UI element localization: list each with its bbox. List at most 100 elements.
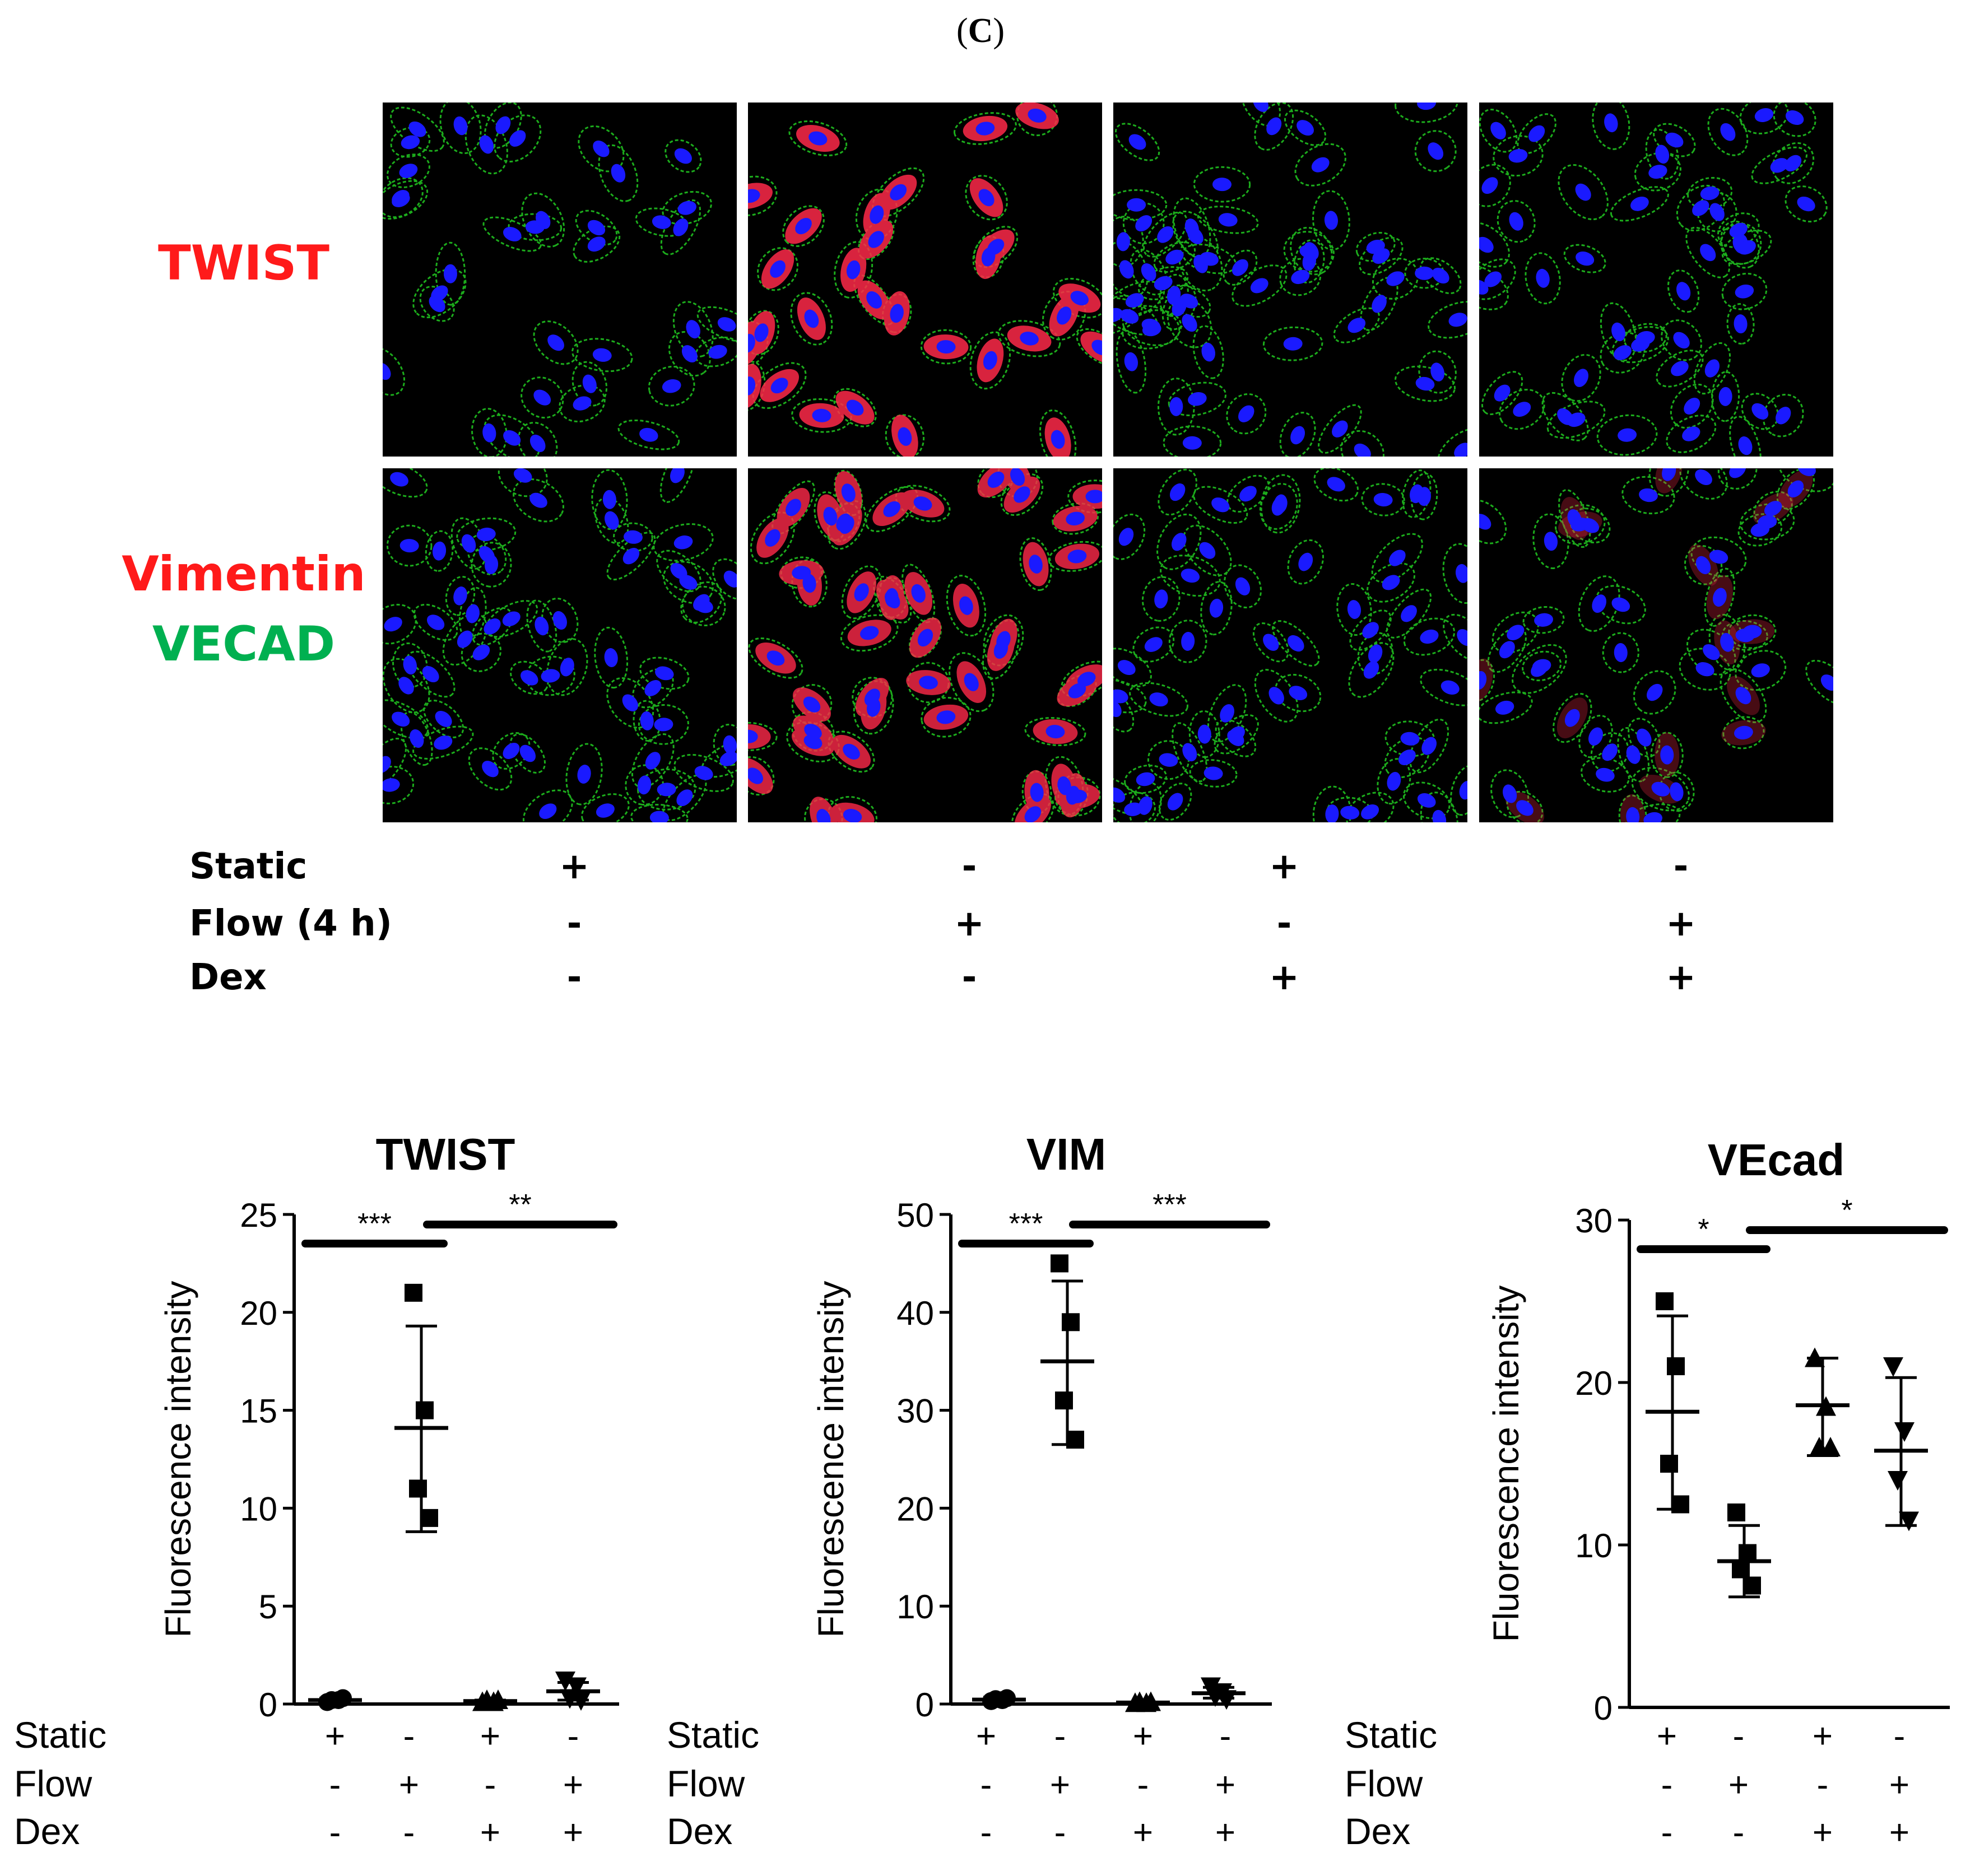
chart-condition-flow-col-2: + [399,1766,419,1804]
chart-condition-dex-col-4: + [1889,1813,1909,1852]
condition-flow-col-3: - [1276,903,1292,944]
significance-label: * [1841,1194,1852,1227]
chart-title: TWIST [376,1129,515,1179]
y-tick-label: 20 [1575,1365,1613,1402]
chart-condition-static-col-4: - [568,1717,579,1756]
chart-condition-label-dex: Dex [1345,1810,1410,1852]
chart-condition-flow-col-4: + [563,1766,583,1804]
chart-condition-static-col-2: - [1054,1717,1066,1756]
micrograph-vimentin-col-4 [1479,468,1833,822]
data-point [1816,1396,1836,1416]
chart-condition-dex-col-2: - [1054,1813,1066,1852]
chart-3: VEcad 0 10 20 30 Fluorescence intensity * * Stat… [1345,1135,1950,1852]
data-point [1743,1576,1761,1595]
data-point [488,1689,508,1710]
data-point [1141,1691,1161,1711]
condition-flow-col-4: + [1666,903,1696,944]
data-point [555,1672,575,1692]
data-point [1805,1347,1825,1367]
chart-condition-static-col-3: + [1813,1717,1833,1756]
chart-condition-flow-col-3: - [1817,1766,1829,1804]
y-tick-label: 25 [240,1197,277,1234]
significance-label: *** [1153,1189,1187,1221]
condition-flow-col-2: + [954,903,984,944]
data-point [405,1283,422,1302]
chart-condition-flow-col-1: - [1661,1766,1673,1804]
data-point [1727,1503,1745,1521]
data-point [409,1479,427,1498]
chart-condition-flow-col-2: + [1050,1766,1070,1804]
data-point [998,1689,1016,1707]
y-tick-label: 10 [1575,1527,1613,1565]
chart-condition-dex-col-3: + [1813,1813,1833,1852]
chart-title: VIM [1026,1129,1106,1179]
y-tick-label: 10 [896,1588,934,1626]
y-axis-label: Fluorescence intensity [158,1281,198,1638]
chart-condition-dex-col-4: + [563,1813,583,1852]
condition-flow-col-1: - [566,903,582,944]
data-point [1739,1544,1756,1562]
micrograph-vimentin-col-1 [383,468,737,822]
y-axis-label: Fluorescence intensity [811,1281,851,1638]
data-point [1888,1471,1908,1491]
data-point [1899,1511,1919,1531]
condition-label-flow: Flow (4 h) [189,903,392,944]
significance-label: *** [1009,1208,1043,1240]
chart-title: VEcad [1708,1135,1845,1185]
data-point [566,1677,587,1697]
data-point [1066,1431,1084,1449]
data-point [1656,1292,1674,1310]
chart-condition-flow-col-4: + [1889,1766,1909,1804]
data-point [1051,1254,1068,1273]
chart-condition-dex-col-3: + [1133,1813,1153,1852]
data-point [1883,1357,1903,1377]
data-point [1671,1495,1689,1514]
micrograph-vimentin-col-3 [1113,468,1467,822]
condition-static-col-2: - [961,846,977,887]
chart-condition-dex-col-3: + [480,1813,500,1852]
y-tick-label: 40 [896,1295,934,1332]
row-label-vecad: VECAD [152,616,336,672]
chart-condition-static-col-1: + [976,1717,996,1756]
condition-label-static: Static [189,846,308,887]
condition-dex-col-2: - [961,957,977,998]
micrograph-vimentin-col-2 [748,468,1102,822]
y-tick-label: 0 [259,1686,277,1724]
chart-condition-label-flow: Flow [14,1763,92,1804]
condition-label-dex: Dex [189,957,267,998]
micrograph-twist-col-3 [1113,103,1467,457]
chart-condition-label-static: Static [14,1714,106,1756]
chart-condition-static-col-4: - [1894,1717,1906,1756]
chart-condition-dex-col-1: - [329,1813,341,1852]
y-tick-label: 0 [916,1686,934,1724]
y-tick-label: 10 [240,1490,277,1528]
data-point [1660,1455,1678,1473]
chart-condition-dex-col-2: - [403,1813,415,1852]
data-point [420,1509,438,1527]
chart-condition-label-dex: Dex [14,1810,80,1852]
chart-condition-label-flow: Flow [1345,1763,1423,1804]
row-label-vimentin: Vimentin [122,546,366,602]
data-point [1062,1313,1080,1332]
y-tick-label: 15 [240,1393,277,1430]
micrograph-twist-col-2 [748,103,1102,457]
micrograph-twist-col-4 [1479,103,1833,457]
chart-condition-flow-col-3: - [485,1766,496,1804]
data-point [416,1401,434,1419]
y-axis-label: Fluorescence intensity [1486,1286,1526,1642]
y-tick-label: 50 [896,1197,934,1234]
chart-condition-dex-col-2: - [1733,1813,1745,1852]
chart-condition-static-col-4: - [1220,1717,1232,1756]
chart-condition-label-static: Static [667,1714,759,1756]
data-point [1055,1391,1073,1410]
y-tick-label: 5 [259,1588,277,1626]
chart-condition-flow-col-4: + [1215,1766,1235,1804]
y-tick-label: 30 [896,1393,934,1430]
y-tick-label: 0 [1594,1689,1613,1727]
significance-label: *** [357,1208,392,1240]
chart-condition-flow-col-1: - [329,1766,341,1804]
data-point [1667,1357,1685,1375]
data-point [334,1689,352,1707]
chart-condition-label-dex: Dex [667,1810,732,1852]
